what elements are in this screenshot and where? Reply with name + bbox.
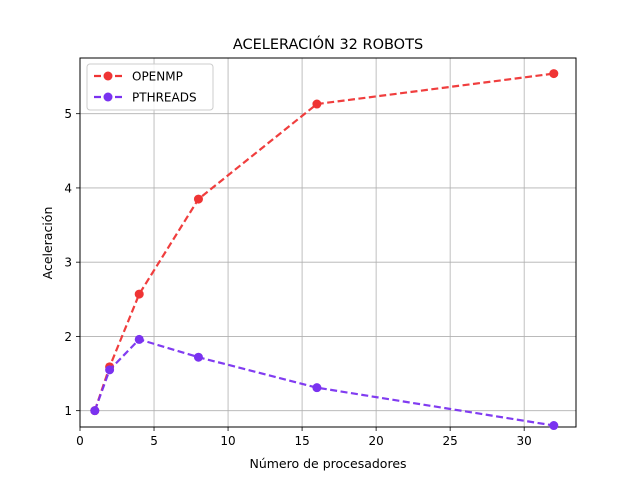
y-tick-label: 3 [64,256,72,270]
x-axis-ticks: 0 5 10 15 20 25 30 [76,427,532,448]
data-point [549,69,559,79]
data-point [134,334,144,344]
y-tick-label: 1 [64,404,72,418]
x-tick-label: 25 [443,434,458,448]
x-tick-label: 5 [150,434,158,448]
data-point [193,352,203,362]
x-axis-label: Número de procesadores [249,456,406,471]
grid [79,58,576,427]
x-tick-label: 30 [517,434,532,448]
y-axis-label: Aceleración [40,207,55,280]
series-line [93,338,554,427]
legend-label: PTHREADS [132,91,197,105]
series-openmp [90,69,559,416]
legend: OPENMP PTHREADS [86,63,214,111]
series-pthreads [90,334,559,431]
legend-item: PTHREADS [94,91,197,105]
x-tick-label: 0 [76,434,84,448]
legend-marker [103,92,113,102]
data-point [134,289,144,299]
data-point [312,99,322,109]
data-point [193,194,203,204]
legend-marker [103,71,113,81]
y-tick-label: 4 [64,181,72,195]
plot-area-frame [79,57,577,428]
legend-label: OPENMP [132,70,183,84]
series-layer [90,69,559,431]
data-point [549,421,559,431]
x-tick-label: 15 [294,434,309,448]
x-tick-label: 10 [220,434,235,448]
legend-item: OPENMP [94,70,183,84]
y-tick-label: 2 [64,330,72,344]
series-line [93,72,554,412]
x-tick-label: 20 [368,434,383,448]
y-tick-label: 5 [64,107,72,121]
chart-title: ACELERACIÓN 32 ROBOTS [233,35,423,53]
data-point [90,406,100,416]
y-axis-ticks: 1 2 3 4 5 [64,107,80,418]
data-point [105,365,115,375]
data-point [312,383,322,393]
